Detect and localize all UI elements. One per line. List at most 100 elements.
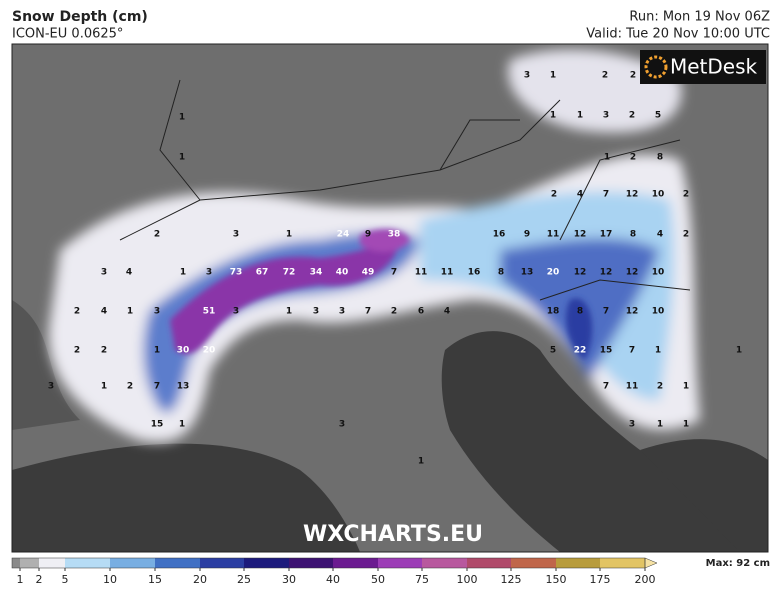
- logo: MetDesk: [670, 55, 758, 79]
- colorbar-label: 150: [546, 573, 567, 586]
- snow-depth-label: 3: [206, 268, 212, 278]
- colorbar-label: 100: [457, 573, 478, 586]
- sea: [12, 443, 360, 552]
- snow-depth-label: 3: [154, 307, 160, 317]
- colorbar-segment: [467, 558, 511, 568]
- snow-depth-label: 1: [736, 346, 742, 356]
- snow-depth-label: 51: [203, 307, 216, 317]
- snow-depth-label: 3: [313, 307, 319, 317]
- colorbar-label: 175: [590, 573, 611, 586]
- logo-box: [640, 50, 766, 84]
- snow-depth-label: 4: [657, 230, 663, 240]
- snow-depth-label: 7: [391, 268, 397, 278]
- sea: [441, 331, 740, 552]
- run-time: Run: Mon 19 Nov 06Z: [629, 10, 770, 25]
- snow-depth-label: 12: [600, 268, 613, 278]
- snow-depth-label: 11: [626, 382, 639, 392]
- colorbar-segment: [110, 558, 155, 568]
- snow-depth-label: 12: [626, 268, 639, 278]
- colorbar-segment: [556, 558, 600, 568]
- snow-depth-label: 40: [336, 268, 349, 278]
- sea: [640, 439, 768, 552]
- logo-icon: [644, 55, 668, 79]
- snow-depth-label: 1: [179, 153, 185, 163]
- snow-depth-label: 2: [630, 71, 636, 81]
- snow-depth-label: 1: [418, 457, 424, 467]
- colorbar-label: 50: [371, 573, 385, 586]
- snow-depth-label: 4: [444, 307, 450, 317]
- snow-depth-label: 11: [441, 268, 454, 278]
- colorbar-segment: [289, 558, 333, 568]
- colorbar-segment: [600, 558, 645, 568]
- colorbar-label: 200: [635, 573, 656, 586]
- snow-depth-label: 1: [154, 346, 160, 356]
- colorbar-label: 5: [62, 573, 69, 586]
- snow-depth-label: 16: [493, 230, 506, 240]
- colorbar-label: 40: [326, 573, 340, 586]
- snow-depth-label: 3: [339, 307, 345, 317]
- snow-depth-label: 2: [127, 382, 133, 392]
- snow-depth-label: 7: [154, 382, 160, 392]
- snow-depth-label: 1: [286, 307, 292, 317]
- snow-depth-label: 15: [151, 420, 164, 430]
- snow-depth-label: 4: [101, 307, 107, 317]
- colorbar-segment: [155, 558, 200, 568]
- colorbar-label: 125: [501, 573, 522, 586]
- colorbar-segment: [511, 558, 556, 568]
- snow-depth-label: 2: [101, 346, 107, 356]
- snow-depth-label: 1: [550, 71, 556, 81]
- snow-depth-label: 2: [154, 230, 160, 240]
- snow-depth-label: 38: [388, 230, 401, 240]
- snow-depth-label: 12: [626, 307, 639, 317]
- snow-depth-label: 15: [600, 346, 613, 356]
- snow-depth-label: 5: [550, 346, 556, 356]
- snow-depth-label: 2: [657, 382, 663, 392]
- snow-depth-label: 8: [577, 307, 583, 317]
- snow-depth-label: 4: [577, 190, 583, 200]
- snow-depth-label: 18: [547, 307, 560, 317]
- snow-depth-label: 73: [230, 268, 243, 278]
- colorbar-segment: [422, 558, 467, 568]
- colorbar-label: 2: [36, 573, 43, 586]
- sea: [12, 300, 80, 430]
- snow-depth-label: 8: [657, 153, 663, 163]
- snow-depth-label: 1: [577, 111, 583, 121]
- snow-depth-label: 30: [177, 346, 190, 356]
- map-frame: [11, 43, 769, 553]
- snow-depth-label: 3: [603, 111, 609, 121]
- snow-depth-label: 7: [629, 346, 635, 356]
- colorbar-label: 30: [282, 573, 296, 586]
- colorbar-label: 15: [148, 573, 162, 586]
- snow-depth-label: 3: [524, 71, 530, 81]
- colorbar: 1 2 5 10 15 20 25 30 40 50 75 100 125 150 175 200: [11, 557, 658, 586]
- snow-depth-label: 72: [283, 268, 296, 278]
- snow-depth-label: 3: [339, 420, 345, 430]
- snow-depth-label: 49: [362, 268, 375, 278]
- snow-depth-label: 2: [629, 111, 635, 121]
- snow-depth-label: 22: [574, 346, 587, 356]
- border: [119, 79, 691, 301]
- snow-depth-label: 2: [551, 190, 557, 200]
- watermark: WXCHARTS.EU: [303, 522, 483, 547]
- snow-depth-label: 10: [652, 307, 665, 317]
- snow-depth-label: 1: [286, 230, 292, 240]
- snow-depth-label: 7: [603, 382, 609, 392]
- snow-depth-label: 1: [180, 268, 186, 278]
- snow-depth-label: 16: [468, 268, 481, 278]
- snow-depth-label: 7: [603, 190, 609, 200]
- snow-depth-label: 10: [652, 268, 665, 278]
- snow-depth-label: 10: [652, 190, 665, 200]
- snow-depth-label: 1: [683, 420, 689, 430]
- colorbar-label: 10: [103, 573, 117, 586]
- snow-depth-label: 9: [524, 230, 530, 240]
- snow-depth-label: 3: [233, 230, 239, 240]
- snow-depth-label: 13: [521, 268, 534, 278]
- colorbar-label: 75: [415, 573, 429, 586]
- snow-depth-label: 4: [126, 268, 132, 278]
- snow-depth-label: 1: [655, 346, 661, 356]
- colorbar-segment: [333, 558, 378, 568]
- snow-depth-label: 11: [547, 230, 560, 240]
- snow-depth-label: 2: [630, 153, 636, 163]
- snow-depth-label: 3: [101, 268, 107, 278]
